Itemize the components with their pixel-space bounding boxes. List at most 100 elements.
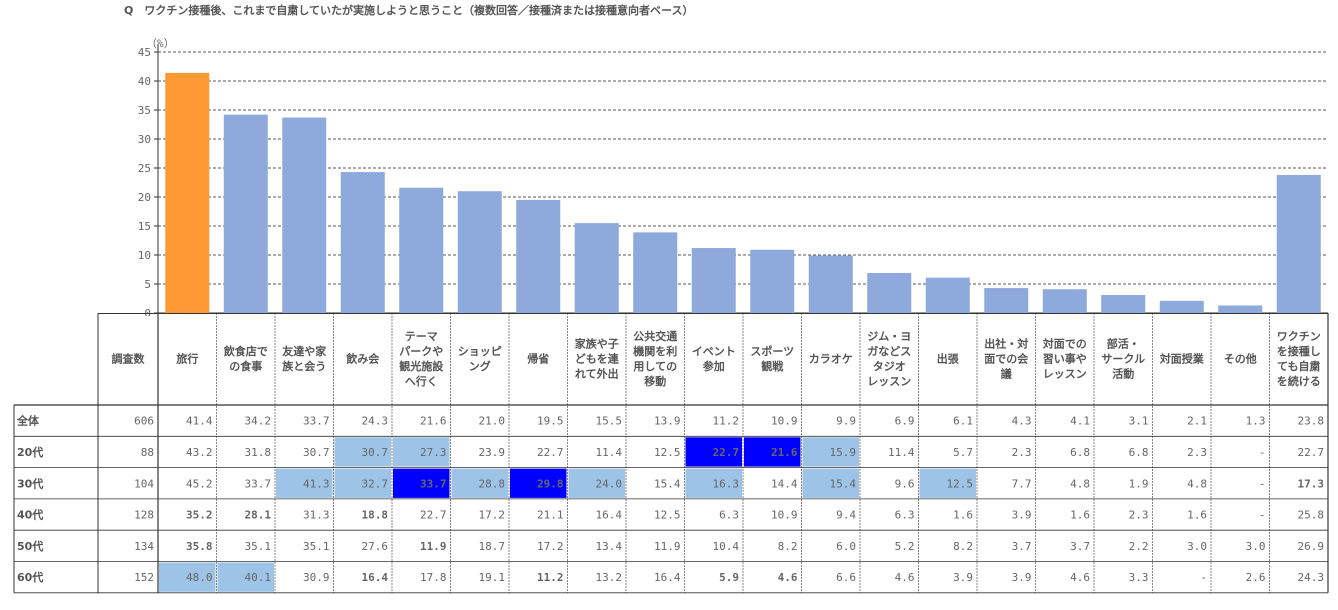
table-value: 24.0 (596, 477, 623, 490)
row-count: 128 (134, 509, 154, 522)
table-value: 23.9 (479, 446, 506, 459)
highlight-cell (334, 468, 391, 498)
row-label: 30代 (17, 476, 43, 490)
highlight-cell (276, 468, 333, 498)
table-value: 13.9 (654, 415, 681, 428)
header-col-18: 対面授業 (1159, 352, 1205, 366)
bar-16 (1042, 289, 1087, 313)
table-value: 19.5 (537, 415, 564, 428)
header-col-7: 帰省 (527, 352, 549, 366)
bar-13 (867, 272, 912, 313)
table-value: 2.2 (1129, 540, 1149, 553)
table-value: 3.0 (1187, 540, 1207, 553)
table-value: - (1259, 477, 1266, 490)
table-value: 30.7 (303, 446, 330, 459)
header-col-15: 出社・対面での会議 (984, 337, 1029, 381)
table-value: 2.6 (1246, 571, 1266, 584)
table-value: 4.6 (1070, 571, 1090, 584)
bar-14 (925, 277, 970, 313)
table-value: 11.4 (888, 446, 915, 459)
table-value: 22.7 (713, 446, 740, 459)
bar-17 (1101, 295, 1146, 313)
highlight-cell (510, 468, 567, 498)
y-tick-label: 5 (144, 278, 151, 291)
table-value: 15.9 (830, 446, 857, 459)
table-value: 5.9 (719, 571, 739, 584)
table-value: 15.4 (830, 477, 857, 490)
header-col-17: 部活・サークル活動 (1101, 337, 1145, 381)
table-value: 2.3 (1187, 446, 1207, 459)
header-col-10: イベント参加 (692, 345, 736, 373)
table-value: 4.8 (1070, 477, 1090, 490)
header-col-11: スポーツ観戦 (750, 344, 794, 373)
table-value: 11.2 (713, 415, 740, 428)
table-value: 3.3 (1129, 571, 1149, 584)
table-value: 17.8 (420, 571, 447, 584)
bar-1 (165, 72, 210, 313)
table-value: 17.2 (479, 509, 506, 522)
header-col-19: その他 (1224, 352, 1257, 366)
table-value: 13.4 (596, 540, 623, 553)
table-value: 1.3 (1246, 415, 1266, 428)
table-value: 41.4 (186, 415, 213, 428)
table-value: 13.2 (596, 571, 623, 584)
header-col-20: ワクチンを接種しても自粛を続ける (1277, 330, 1321, 388)
table-value: 3.0 (1246, 540, 1266, 553)
header-col-14: 出張 (937, 352, 960, 366)
table-value: 35.8 (186, 540, 213, 553)
header-col-12: カラオケ (809, 353, 853, 366)
table-value: 33.7 (420, 477, 447, 490)
header-col-6: ショッピング (458, 345, 502, 373)
table-value: 24.3 (362, 415, 389, 428)
table-value: 8.2 (953, 540, 973, 553)
header-count: 調査数 (112, 352, 146, 366)
highlight-cell (685, 437, 742, 467)
table-value: 10.9 (771, 415, 798, 428)
table-value: 25.8 (1298, 509, 1325, 522)
table-value: 9.9 (836, 415, 856, 428)
table-value: 6.0 (836, 540, 856, 553)
table-value: 4.3 (1012, 415, 1032, 428)
bar-9 (633, 232, 678, 313)
table-value: 6.3 (895, 509, 915, 522)
table-value: 3.9 (1012, 509, 1032, 522)
table-value: 35.2 (186, 509, 213, 522)
table-value: 3.9 (953, 571, 973, 584)
header-col-5: テーマパークや観光施設へ行く (399, 330, 444, 388)
highlight-cell (393, 468, 450, 498)
table-value: 35.1 (245, 540, 272, 553)
chart-grid (158, 51, 1328, 285)
table-value: 19.1 (479, 571, 506, 584)
table-value: 2.3 (1012, 446, 1032, 459)
table-value: 16.4 (362, 571, 389, 584)
y-tick-label: 25 (138, 162, 151, 175)
bar-7 (516, 199, 561, 313)
table-value: 34.2 (245, 415, 272, 428)
table-value: 11.9 (420, 540, 447, 553)
table-value: 21.0 (479, 415, 506, 428)
bar-11 (750, 249, 795, 313)
row-label: 50代 (17, 539, 43, 553)
table-value: 12.5 (947, 477, 974, 490)
y-tick-label: 45 (138, 46, 151, 59)
header-col-4: 飲み会 (345, 352, 380, 366)
table-value: 6.3 (719, 509, 739, 522)
y-tick-label: 10 (138, 249, 151, 262)
table-value: 4.6 (778, 571, 798, 584)
table-value: 28.8 (479, 477, 506, 490)
y-tick-label: 40 (138, 75, 151, 88)
y-tick-label: 20 (138, 191, 151, 204)
bar-4 (340, 172, 385, 313)
table-value: 1.6 (1187, 509, 1207, 522)
table-value: 2.1 (1187, 415, 1207, 428)
bar-5 (399, 187, 444, 313)
table-value: 1.6 (1070, 509, 1090, 522)
header-col-3: 友達や家族と会う (282, 344, 327, 373)
table-value: 41.3 (303, 477, 330, 490)
table-value: 10.4 (713, 540, 740, 553)
row-count: 88 (141, 446, 154, 459)
row-count: 134 (134, 540, 154, 553)
table-value: 21.6 (771, 446, 798, 459)
